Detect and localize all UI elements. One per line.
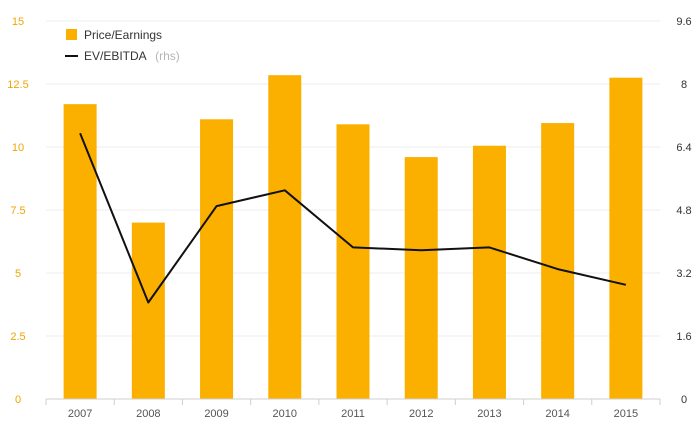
left-y-tick-label: 10 [12, 142, 24, 154]
x-tick-label: 2012 [409, 408, 433, 420]
left-y-tick-label: 2.5 [10, 331, 25, 343]
bar-price-earnings-2008 [131, 222, 165, 399]
right-y-axis-ticks: 0 1.6 3.2 4.8 6.4 8 9.6 [676, 16, 691, 406]
x-axis-ticks: 2007 2008 2009 2010 2011 2012 2013 2014 2015 [68, 408, 638, 420]
right-y-tick-label: 1.6 [676, 331, 691, 343]
x-tick-label: 2013 [477, 408, 501, 420]
left-y-tick-label: 0 [15, 394, 21, 406]
right-y-tick-label: 4.8 [676, 205, 691, 217]
bar-price-earnings-2007 [63, 104, 97, 399]
bar-price-earnings-2013 [472, 145, 506, 399]
left-y-axis-ticks: 0 2.5 5 7.5 10 12.5 15 [7, 16, 28, 406]
bar-price-earnings-2010 [268, 75, 302, 400]
legend: Price/Earnings EV/EBITDA (rhs) [65, 28, 180, 64]
bar-price-earnings-2009 [200, 119, 234, 399]
bar-price-earnings-2011 [336, 124, 370, 399]
x-tick-label: 2008 [136, 408, 160, 420]
legend-swatch-price-earnings [66, 29, 77, 40]
right-y-tick-label: 6.4 [676, 142, 691, 154]
x-tick-label: 2010 [273, 408, 297, 420]
ev-ebitda-line-layer [79, 132, 627, 304]
legend-label-price-earnings: Price/Earnings [84, 28, 162, 42]
x-tick-label: 2007 [68, 408, 92, 420]
left-y-tick-label: 15 [12, 16, 24, 28]
left-y-tick-label: 5 [15, 268, 21, 280]
x-tick-label: 2014 [545, 408, 569, 420]
bar-price-earnings-2014 [541, 123, 575, 399]
bar-price-earnings-2015 [609, 77, 643, 399]
x-tick-label: 2011 [341, 408, 365, 420]
bar-price-earnings-2012 [404, 157, 438, 399]
right-y-tick-label: 8 [681, 79, 687, 91]
x-axis [45, 398, 661, 405]
legend-label-ev-ebitda: EV/EBITDA [84, 49, 147, 63]
right-y-tick-label: 0 [681, 394, 687, 406]
x-tick-label: 2015 [614, 408, 638, 420]
right-y-tick-label: 9.6 [676, 16, 691, 28]
right-y-tick-label: 3.2 [676, 268, 691, 280]
left-y-tick-label: 7.5 [10, 205, 25, 217]
legend-label-ev-ebitda-group: EV/EBITDA (rhs) [84, 47, 180, 64]
price-earnings-bars [63, 75, 643, 400]
x-tick-label: 2009 [204, 408, 228, 420]
left-y-tick-label: 12.5 [7, 79, 28, 91]
legend-note-rhs: (rhs) [155, 49, 180, 63]
